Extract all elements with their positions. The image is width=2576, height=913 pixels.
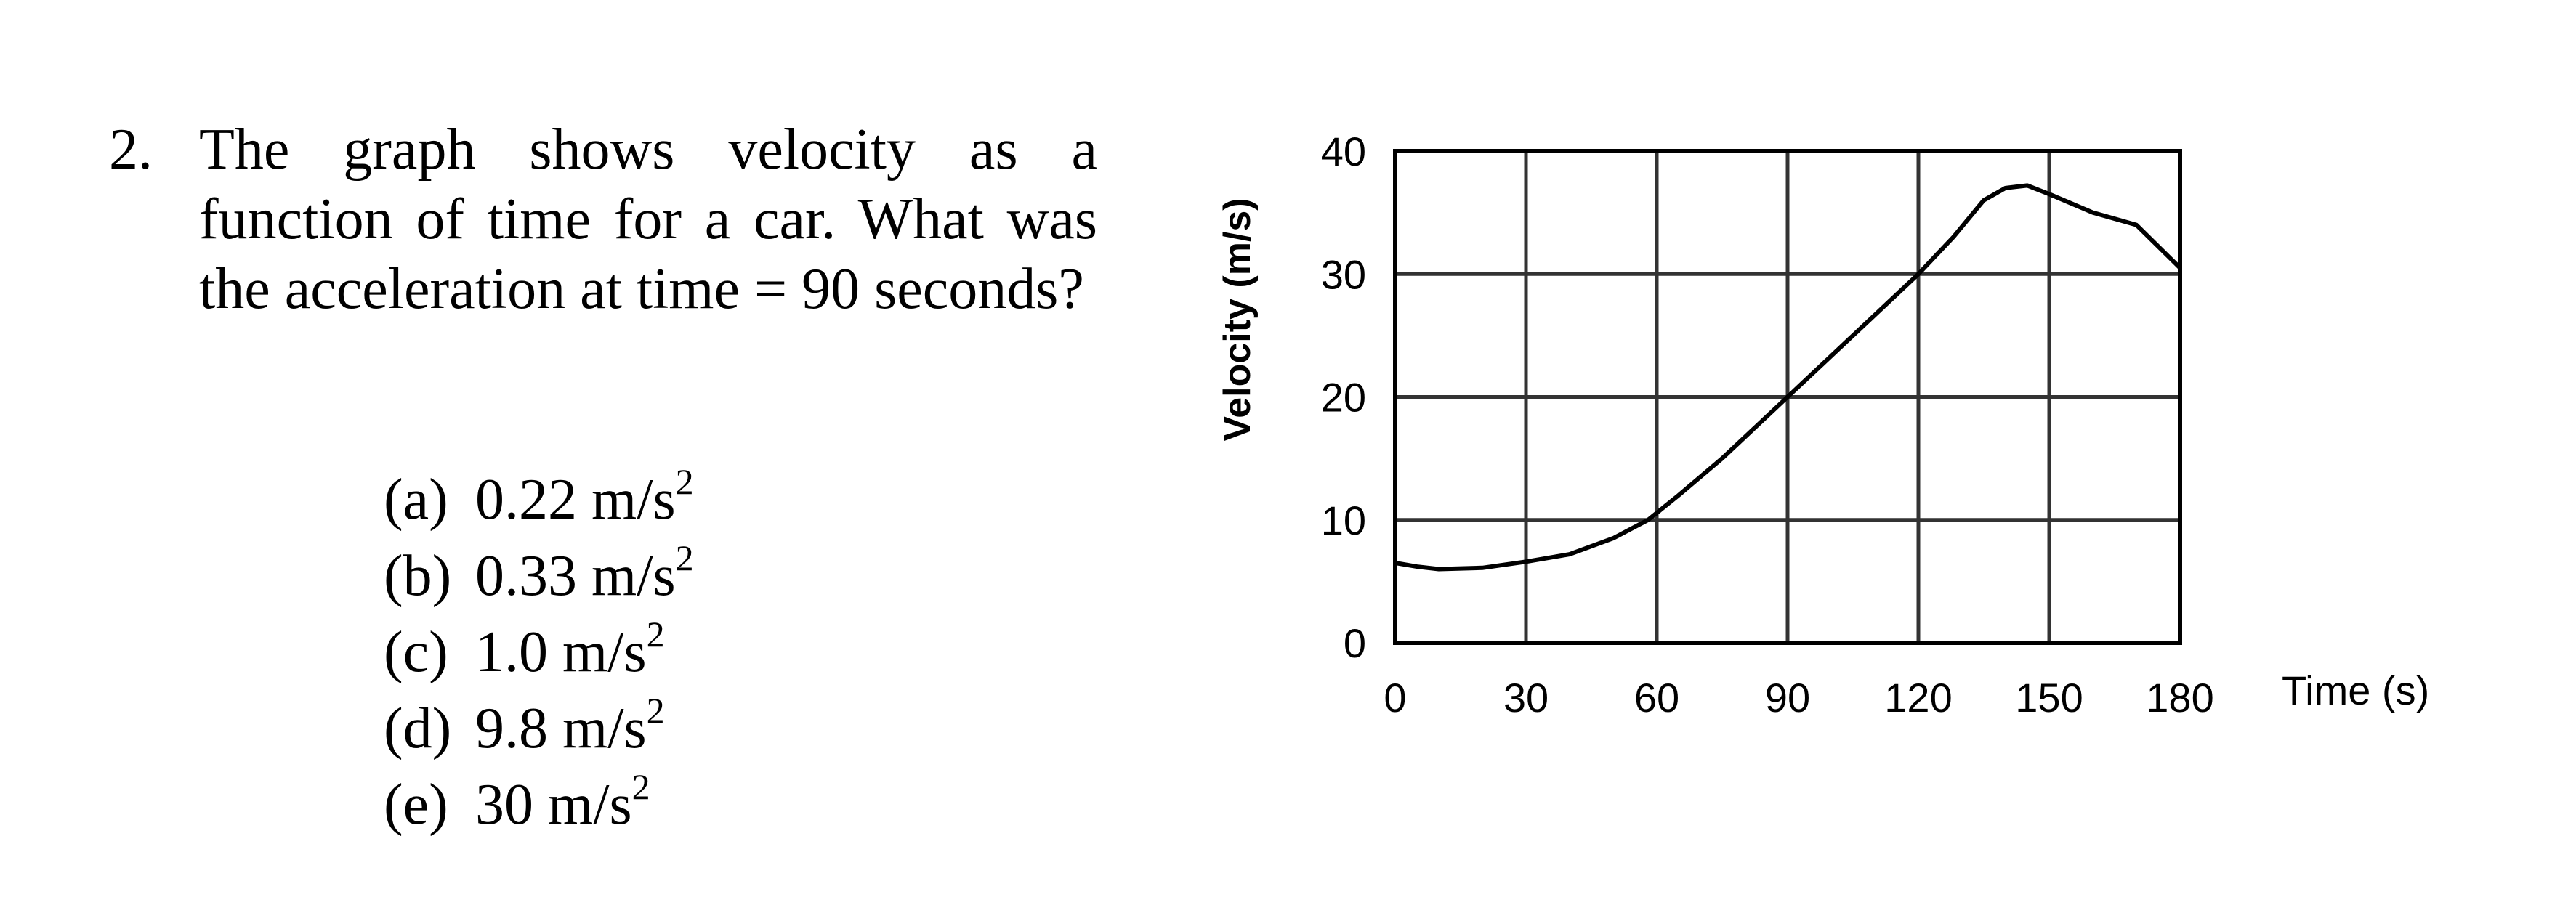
x-tick-label: 180: [2146, 675, 2213, 721]
choice-exponent: 2: [631, 766, 650, 807]
choice-e[interactable]: (e) 30 m/s2: [384, 766, 694, 846]
x-tick-label: 0: [1384, 675, 1406, 721]
x-tick-label: 120: [1884, 675, 1952, 721]
choice-d[interactable]: (d) 9.8 m/s2: [384, 690, 694, 770]
y-tick-label: 40: [1321, 129, 1366, 174]
y-tick-label: 0: [1344, 620, 1366, 666]
velocity-line: [1394, 183, 2182, 572]
y-tick-label: 20: [1321, 375, 1366, 421]
answer-choices: (a) 0.22 m/s2 (b) 0.33 m/s2 (c) 1.0 m/s2…: [384, 461, 694, 846]
choice-exponent: 2: [646, 614, 665, 654]
x-axis-label: Time (s): [2282, 667, 2429, 713]
choice-letter: (b): [384, 544, 452, 608]
choice-c[interactable]: (c) 1.0 m/s2: [384, 614, 694, 694]
choice-value: 0.22 m/s2: [475, 461, 694, 532]
x-tick-label: 30: [1503, 675, 1549, 721]
choice-letter: (a): [384, 468, 448, 532]
y-tick-label: 10: [1321, 498, 1366, 543]
x-tick-label: 90: [1765, 675, 1810, 721]
choice-letter: (d): [384, 697, 452, 760]
choice-exponent: 2: [675, 461, 694, 502]
choice-b[interactable]: (b) 0.33 m/s2: [384, 537, 694, 617]
y-tick-label: 30: [1321, 251, 1366, 297]
choice-value: 0.33 m/s2: [475, 537, 694, 608]
choice-value: 30 m/s2: [475, 766, 650, 837]
choice-value: 9.8 m/s2: [475, 690, 665, 760]
question-text: The graph shows velocity as a function o…: [199, 118, 1097, 321]
chart-svg: 0 30 60 90 120 150 180 0 10 20 30 40 Time (s) Veloc…: [1216, 129, 2429, 721]
y-axis-label: Velocity (m/s): [1216, 198, 1259, 441]
choice-exponent: 2: [675, 537, 694, 578]
choice-letter: (c): [384, 620, 448, 684]
choice-value: 1.0 m/s2: [475, 614, 665, 684]
choice-exponent: 2: [646, 690, 665, 731]
question-number: 2.: [109, 118, 153, 182]
plot-frame: [1393, 149, 2182, 645]
choice-a[interactable]: (a) 0.22 m/s2: [384, 461, 694, 541]
x-tick-label: 150: [2015, 675, 2083, 721]
x-tick-label: 60: [1634, 675, 1679, 721]
choice-letter: (e): [384, 773, 448, 837]
velocity-time-chart: 0 30 60 90 120 150 180 0 10 20 30 40 Time (s) Veloc…: [1192, 102, 2572, 755]
